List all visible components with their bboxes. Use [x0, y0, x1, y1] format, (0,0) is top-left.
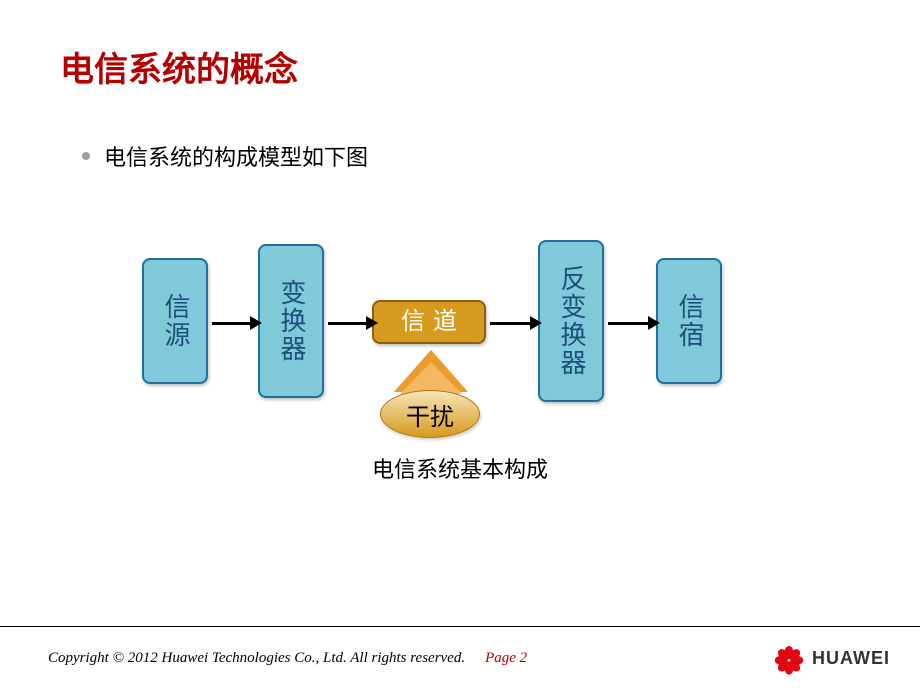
node-label: 信道 [393, 308, 465, 336]
bullet-text: 电信系统的构成模型如下图 [104, 140, 368, 172]
node-label: 信宿 [674, 293, 704, 349]
huawei-petals-icon [774, 644, 804, 674]
flowchart-diagram: 信源 变换器 信道 反变换器 信宿干扰电信系统基本构成 [0, 240, 920, 540]
flowchart-arrow-1 [328, 316, 378, 330]
huawei-logo: HUAWEI [774, 644, 890, 674]
flowchart-arrow-3 [608, 316, 660, 330]
flowchart-node-n1: 信源 [142, 258, 208, 384]
slide-title: 电信系统的概念 [60, 42, 298, 91]
node-label: 信源 [160, 293, 190, 349]
slide: 电信系统的概念 电信系统的构成模型如下图 信源 变换器 信道 反变换器 信宿干扰电信系统… [0, 0, 920, 690]
footer: Copyright © 2012 Huawei Technologies Co.… [0, 626, 920, 690]
flowchart-node-n5: 信宿 [656, 258, 722, 384]
node-label: 变换器 [276, 279, 306, 363]
bullet-dot-icon [82, 152, 90, 160]
page-number: Page 2 [485, 650, 527, 667]
copyright-text: Copyright © 2012 Huawei Technologies Co.… [48, 650, 465, 667]
interference-label: 干扰 [406, 397, 454, 432]
interference-ellipse: 干扰 [380, 390, 480, 438]
node-label: 反变换器 [556, 265, 586, 377]
flowchart-arrow-2 [490, 316, 542, 330]
flowchart-node-n4: 反变换器 [538, 240, 604, 402]
flowchart-node-n3: 信道 [372, 300, 486, 344]
flowchart-arrow-0 [212, 316, 262, 330]
flowchart-node-n2: 变换器 [258, 244, 324, 398]
bullet-row: 电信系统的构成模型如下图 [82, 140, 368, 172]
diagram-caption: 电信系统基本构成 [0, 452, 920, 484]
huawei-logo-text: HUAWEI [812, 648, 890, 669]
